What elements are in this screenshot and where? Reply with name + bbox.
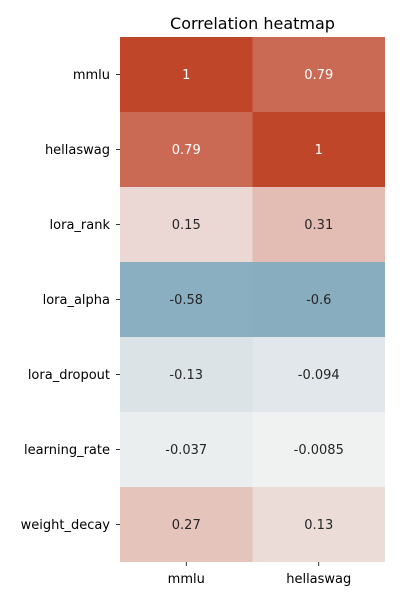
heatmap-value-label: -0.094 <box>298 368 340 383</box>
heatmap-value-label: -0.0085 <box>294 443 344 458</box>
x-tick-label: mmlu <box>168 572 205 587</box>
y-tick-label: weight_decay <box>21 518 111 533</box>
heatmap-value-label: 0.15 <box>172 218 201 233</box>
heatmap-cell-weight-decay-hellaswag <box>252 487 385 562</box>
heatmap-cell-learning-rate-hellaswag <box>252 412 385 487</box>
heatmap-value-label: -0.13 <box>169 368 203 383</box>
heatmap-cell-lora-alpha-hellaswag <box>252 262 385 337</box>
heatmap-cell-lora-dropout-hellaswag <box>252 337 385 412</box>
chart-title: Correlation heatmap <box>170 14 335 33</box>
heatmap-value-label: 0.79 <box>172 143 201 158</box>
heatmap-cell-weight-decay-mmlu <box>120 487 253 562</box>
y-tick-label: lora_alpha <box>43 293 110 308</box>
heatmap-value-label: 0.27 <box>172 518 201 533</box>
heatmap-cells: 1 0.79 0.79 1 0.15 0.31 -0.58 -0.6 -0.13 -0.094 -0… <box>120 37 385 562</box>
y-tick-label: mmlu <box>73 68 110 83</box>
heatmap-value-label: -0.58 <box>169 293 203 308</box>
heatmap-value-label: -0.6 <box>306 293 331 308</box>
heatmap-cell-lora-dropout-mmlu <box>120 337 253 412</box>
x-axis: mmlu hellaswag <box>168 562 351 587</box>
y-tick-label: hellaswag <box>45 143 110 158</box>
heatmap-value-label: 1 <box>182 68 190 83</box>
x-tick-label: hellaswag <box>286 572 351 587</box>
y-tick-label: lora_dropout <box>28 368 110 383</box>
heatmap-cell-learning-rate-mmlu <box>120 412 253 487</box>
heatmap-cell-hellaswag-hellaswag <box>252 112 385 187</box>
heatmap-value-label: -0.037 <box>165 443 207 458</box>
heatmap-value-label: 1 <box>315 143 323 158</box>
heatmap-cell-mmlu-mmlu <box>120 37 253 112</box>
heatmap-cell-lora-rank-mmlu <box>120 187 253 262</box>
heatmap-value-label: 0.31 <box>304 218 333 233</box>
heatmap-cell-mmlu-hellaswag <box>252 37 385 112</box>
heatmap-value-label: 0.79 <box>304 68 333 83</box>
heatmap-cell-lora-rank-hellaswag <box>252 187 385 262</box>
heatmap-value-label: 0.13 <box>304 518 333 533</box>
heatmap-cell-hellaswag-mmlu <box>120 112 253 187</box>
y-tick-label: lora_rank <box>50 218 111 233</box>
y-axis: mmlu hellaswag lora_rank lora_alpha lora_dro… <box>21 68 120 533</box>
y-tick-label: learning_rate <box>24 443 110 458</box>
heatmap-cell-lora-alpha-mmlu <box>120 262 253 337</box>
